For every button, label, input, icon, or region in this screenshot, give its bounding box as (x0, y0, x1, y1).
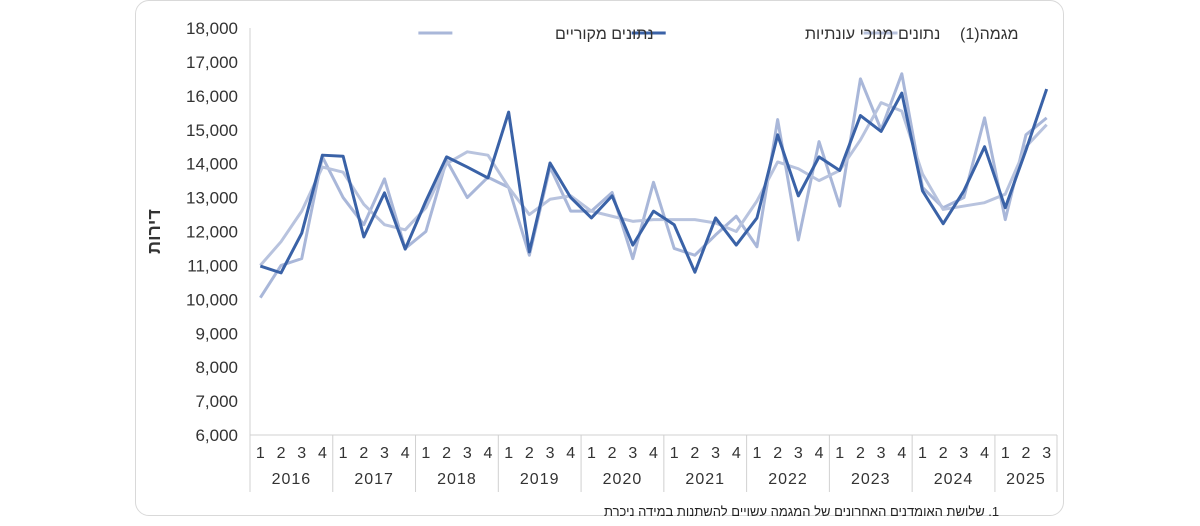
series-line-1 (259, 88, 1049, 275)
y-tick-label: 14,000 (186, 155, 238, 174)
x-tick-year: 2019 (520, 471, 560, 488)
x-tick-quarter: 1 (587, 445, 596, 462)
x-tick-year: 2021 (685, 471, 725, 488)
y-axis-label: דירות (144, 209, 164, 254)
x-tick-quarter: 4 (732, 445, 741, 462)
chart-card (135, 0, 1064, 516)
x-tick-quarter: 2 (525, 445, 534, 462)
x-tick-quarter: 4 (649, 445, 658, 462)
x-tick-quarter: 4 (897, 445, 906, 462)
x-tick-quarter: 3 (877, 445, 886, 462)
x-tick-quarter: 2 (442, 445, 451, 462)
x-tick-year: 2017 (354, 471, 394, 488)
x-tick-quarter: 4 (980, 445, 989, 462)
x-tick-quarter: 2 (277, 445, 286, 462)
y-tick-label: 9,000 (195, 324, 238, 343)
y-tick-label: 8,000 (195, 358, 238, 377)
x-tick-year: 2022 (768, 471, 808, 488)
y-tick-label: 7,000 (195, 392, 238, 411)
x-tick-quarter: 3 (546, 445, 555, 462)
x-tick-quarter: 3 (711, 445, 720, 462)
x-tick-year: 2023 (851, 471, 891, 488)
y-tick-label: 12,000 (186, 223, 238, 242)
x-tick-year: 2018 (437, 471, 477, 488)
x-tick-year: 2025 (1006, 471, 1046, 488)
legend-label: מגמה(1) (960, 26, 1018, 43)
x-tick-quarter: 1 (1001, 445, 1010, 462)
x-tick-quarter: 2 (608, 445, 617, 462)
x-tick-quarter: 1 (835, 445, 844, 462)
x-tick-quarter: 3 (1042, 445, 1051, 462)
x-tick-quarter: 3 (297, 445, 306, 462)
x-tick-quarter: 1 (670, 445, 679, 462)
y-tick-label: 16,000 (186, 87, 238, 106)
x-tick-quarter: 2 (939, 445, 948, 462)
x-tick-quarter: 4 (566, 445, 575, 462)
x-tick-quarter: 1 (339, 445, 348, 462)
x-tick-quarter: 2 (773, 445, 782, 462)
x-tick-quarter: 4 (401, 445, 410, 462)
y-tick-label: 10,000 (186, 290, 238, 309)
x-tick-quarter: 4 (815, 445, 824, 462)
y-tick-label: 11,000 (187, 256, 238, 275)
x-tick-quarter: 2 (359, 445, 368, 462)
x-tick-quarter: 3 (959, 445, 968, 462)
x-tick-quarter: 1 (421, 445, 430, 462)
x-tick-quarter: 2 (690, 445, 699, 462)
x-tick-quarter: 1 (753, 445, 762, 462)
x-tick-year: 2016 (272, 471, 312, 488)
x-tick-quarter: 3 (794, 445, 803, 462)
x-tick-quarter: 1 (504, 445, 513, 462)
y-tick-label: 13,000 (186, 189, 238, 208)
x-tick-quarter: 1 (256, 445, 265, 462)
footnote: 1. שלושת האומדנים האחרונים של המגמה עשוי… (604, 504, 1000, 519)
x-tick-year: 2020 (603, 471, 643, 488)
y-tick-label: 18,000 (186, 19, 238, 38)
x-tick-quarter: 4 (318, 445, 327, 462)
x-tick-quarter: 2 (856, 445, 865, 462)
legend-label: נתונים מנוכי עונתיות (805, 26, 940, 43)
x-tick-year: 2024 (934, 471, 974, 488)
x-tick-quarter: 3 (463, 445, 472, 462)
y-tick-label: 17,000 (186, 53, 238, 72)
x-tick-quarter: 3 (380, 445, 389, 462)
x-tick-quarter: 2 (1022, 445, 1031, 462)
x-tick-quarter: 3 (628, 445, 637, 462)
y-tick-label: 6,000 (195, 426, 238, 445)
x-tick-quarter: 4 (484, 445, 493, 462)
x-tick-quarter: 1 (918, 445, 927, 462)
legend-label: נתונים מקוריים (555, 26, 654, 43)
y-tick-label: 15,000 (186, 121, 238, 140)
